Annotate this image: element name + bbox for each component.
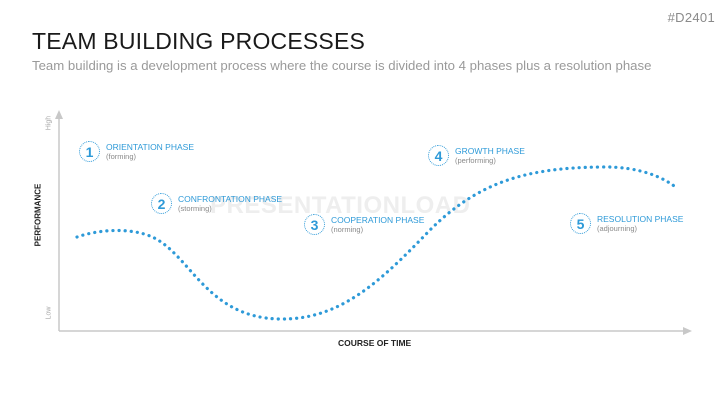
slide-code: #D2401 xyxy=(667,10,715,25)
phase-confrontation: 2 CONFRONTATION PHASE (storming) xyxy=(151,193,282,214)
x-axis-arrow xyxy=(683,327,692,335)
watermark-logo: PRESENTATIONLOAD xyxy=(210,192,471,219)
phase-subtitle: (forming) xyxy=(106,151,137,161)
phase-number-badge: 3 xyxy=(304,214,325,235)
page-subtitle: Team building is a development process w… xyxy=(32,58,652,73)
y-axis-arrow xyxy=(55,110,63,119)
performance-curve xyxy=(75,165,680,321)
y-axis-low-label: Low xyxy=(45,306,53,320)
phase-number-badge: 2 xyxy=(151,193,172,214)
phase-name: CONFRONTATION PHASE xyxy=(178,193,283,204)
phase-number-badge: 4 xyxy=(428,145,449,166)
phase-name: COOPERATION PHASE xyxy=(331,214,425,225)
phase-subtitle: (storming) xyxy=(178,203,212,213)
page-title: TEAM BUILDING PROCESSES xyxy=(32,28,366,54)
phase-number-badge: 5 xyxy=(570,213,591,234)
phase-subtitle: (norming) xyxy=(331,224,364,234)
y-axis-label: PERFORMANCE xyxy=(33,183,43,247)
phase-cooperation: 3 COOPERATION PHASE (norming) xyxy=(304,214,424,235)
phase-subtitle: (performing) xyxy=(455,155,496,165)
x-axis-label: COURSE OF TIME xyxy=(338,338,412,348)
phase-growth: 4 GROWTH PHASE (performing) xyxy=(428,145,525,166)
phase-resolution: 5 RESOLUTION PHASE (adjourning) xyxy=(570,213,683,234)
phase-subtitle: (adjourning) xyxy=(597,223,638,233)
phase-orientation: 1 ORIENTATION PHASE (forming) xyxy=(79,141,194,162)
phase-name: RESOLUTION PHASE xyxy=(597,213,684,224)
phase-number-badge: 1 xyxy=(79,141,100,162)
y-axis-high-label: High xyxy=(45,115,53,131)
phase-name: GROWTH PHASE xyxy=(455,145,525,156)
phase-name: ORIENTATION PHASE xyxy=(106,141,195,152)
